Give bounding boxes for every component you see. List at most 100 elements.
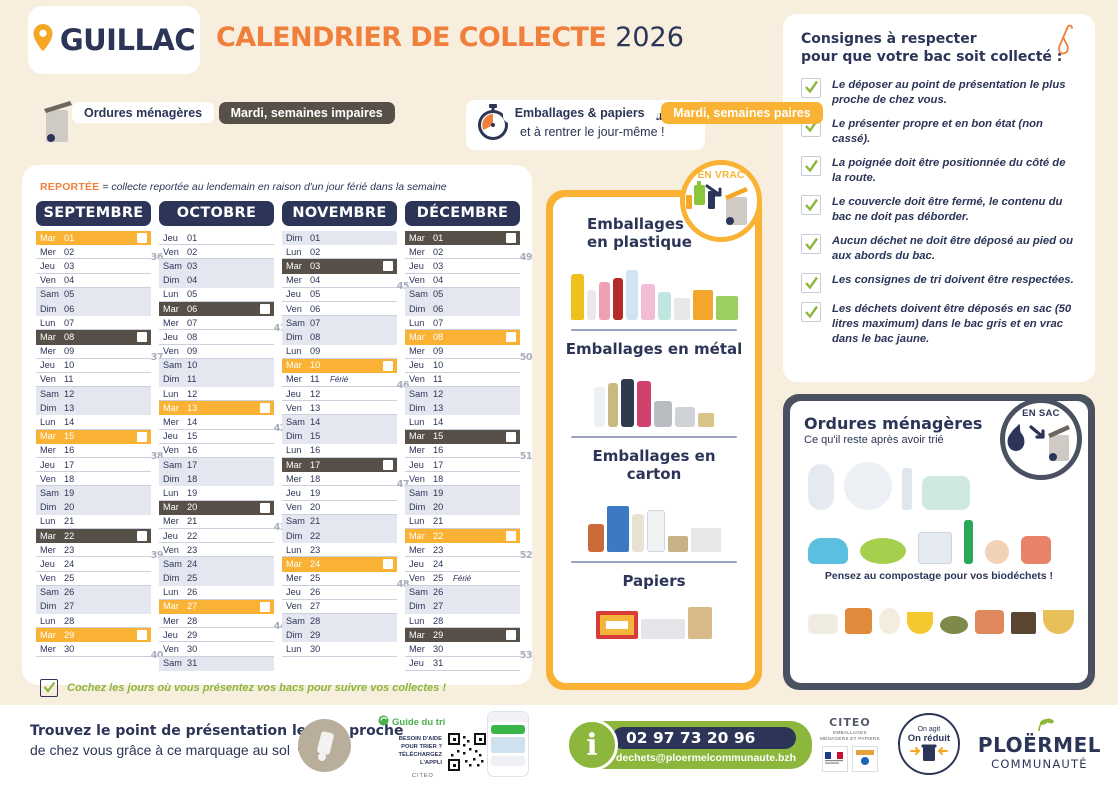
day-number: 08 — [433, 331, 444, 342]
day-number: 04 — [187, 275, 198, 286]
day-number: 05 — [310, 289, 321, 300]
week-number: 48 — [396, 578, 410, 590]
reportee-legend: REPORTÉE = collecte reportée au lendemai… — [40, 181, 520, 193]
sub-line2: POUR TRIER ? — [401, 744, 442, 751]
day-row: Mer 23 39 — [36, 543, 164, 561]
day-number: 13 — [64, 402, 75, 413]
day-row: Mer 09 37 — [36, 345, 164, 363]
collection-checkbox[interactable] — [260, 403, 270, 414]
day-number: 08 — [310, 331, 321, 342]
day-number: 14 — [310, 417, 321, 428]
day-row: Sam 19 — [405, 486, 520, 501]
qr-code-icon[interactable] — [447, 732, 487, 772]
day-number: 18 — [64, 473, 75, 484]
check-icon — [801, 302, 821, 323]
collection-checkbox[interactable] — [506, 233, 516, 243]
day-of-week: Lun — [40, 417, 56, 428]
week-number: 37 — [150, 351, 164, 363]
collection-checkbox[interactable] — [137, 431, 147, 442]
day-row: Ven 25 Férié — [405, 572, 520, 586]
day-of-week: Mar — [409, 232, 425, 243]
day-row: Jeu 15 — [159, 430, 274, 444]
day-number: 28 — [433, 615, 444, 626]
title-line1: Consignes à respecter — [801, 31, 977, 47]
day-row: Mer 02 36 — [36, 245, 164, 263]
divider — [571, 436, 737, 438]
day-row: Dim 15 — [282, 429, 397, 444]
ploermel-name: PLOËRMEL — [977, 732, 1101, 757]
day-number: 07 — [433, 317, 444, 328]
collection-checkbox[interactable] — [506, 630, 516, 641]
day-of-week: Ven — [286, 303, 302, 314]
day-number: 20 — [64, 502, 75, 513]
phone-number[interactable]: 02 97 73 20 96 — [612, 726, 797, 749]
month-column: OCTOBRE Jeu 01 Ven 02 Sam 03 Dim 04 Lun 05 Mar 06 Mer… — [159, 201, 287, 671]
collection-checkbox[interactable] — [137, 233, 147, 243]
week-number: 43 — [273, 521, 287, 533]
day-of-week: Mar — [409, 331, 425, 342]
stopwatch-icon — [476, 103, 510, 147]
consigne-text: Le couvercle doit être fermé, le contenu… — [832, 196, 1063, 224]
day-row: Dim 06 — [405, 301, 520, 317]
day-of-week: Mer — [40, 346, 56, 357]
day-number: 22 — [64, 530, 75, 541]
location-pin-icon — [33, 24, 53, 56]
day-of-week: Sam — [409, 587, 428, 598]
day-number: 19 — [64, 487, 75, 498]
day-of-week: Mar — [40, 629, 56, 640]
day-of-week: Mar — [163, 402, 179, 413]
day-row: Sam 10 — [159, 358, 274, 373]
day-row: Mer 28 44 — [159, 614, 287, 632]
day-of-week: Jeu — [163, 331, 178, 342]
cardboard-packaging-photo — [565, 490, 743, 552]
consigne-text: La poignée doit être positionnée du côté… — [832, 157, 1066, 185]
day-row: Lun 09 — [282, 345, 397, 359]
day-row: Dim 08 — [282, 330, 397, 345]
day-number: 01 — [64, 232, 75, 243]
consignes-list: Le déposer au point de présentation le p… — [801, 77, 1077, 347]
day-of-week: Jeu — [286, 388, 301, 399]
collection-checkbox[interactable] — [260, 601, 270, 612]
day-of-week: Lun — [409, 516, 425, 527]
collection-checkbox[interactable] — [260, 303, 270, 314]
day-row: Jeu 03 — [36, 259, 151, 274]
day-number: 27 — [64, 601, 75, 612]
day-of-week: Mar — [409, 431, 425, 442]
day-number: 05 — [433, 289, 444, 300]
residual-waste-photo — [804, 452, 1074, 564]
day-number: 28 — [310, 615, 321, 626]
reportee-text: = collecte reportée au lendemain en rais… — [99, 181, 447, 193]
collection-checkbox[interactable] — [137, 630, 147, 641]
day-row: Jeu 29 — [159, 628, 274, 643]
collection-checkbox[interactable] — [137, 332, 147, 343]
collection-checkbox[interactable] — [260, 502, 270, 513]
collection-checkbox[interactable] — [506, 332, 516, 343]
collection-checkbox[interactable] — [383, 261, 393, 272]
day-row: Sam 14 — [282, 415, 397, 430]
day-of-week: Dim — [163, 275, 180, 286]
email-address[interactable]: dechets@ploermelcommunaute.bzh — [616, 751, 797, 764]
collection-checkbox[interactable] — [506, 431, 516, 442]
collection-checkbox[interactable] — [383, 559, 393, 570]
day-number: 08 — [64, 331, 75, 342]
consigne-item: Les consignes de tri doivent être respec… — [801, 273, 1077, 294]
day-number: 28 — [187, 615, 198, 626]
day-row: Lun 28 — [405, 614, 520, 629]
collection-checkbox[interactable] — [506, 530, 516, 541]
day-row: Lun 19 — [159, 486, 274, 501]
collection-checkbox[interactable] — [137, 530, 147, 541]
week-number: 49 — [519, 252, 533, 264]
day-of-week: Dim — [409, 502, 426, 513]
day-of-week: Ven — [409, 275, 425, 286]
day-number: 17 — [187, 459, 198, 470]
collection-checkbox[interactable] — [383, 460, 393, 470]
collection-checkbox[interactable] — [383, 360, 393, 371]
week-number: 47 — [396, 479, 410, 491]
biowaste-photo — [804, 586, 1075, 634]
consigne-text: Les déchets doivent être déposés en sac … — [832, 303, 1072, 346]
bag-to-grey-bin-icon — [1005, 419, 1077, 472]
day-of-week: Jeu — [163, 629, 178, 640]
legend-label: Emballages & papiers — [502, 102, 657, 123]
day-number: 21 — [433, 516, 444, 527]
day-row: Mer 30 53 — [405, 642, 533, 661]
